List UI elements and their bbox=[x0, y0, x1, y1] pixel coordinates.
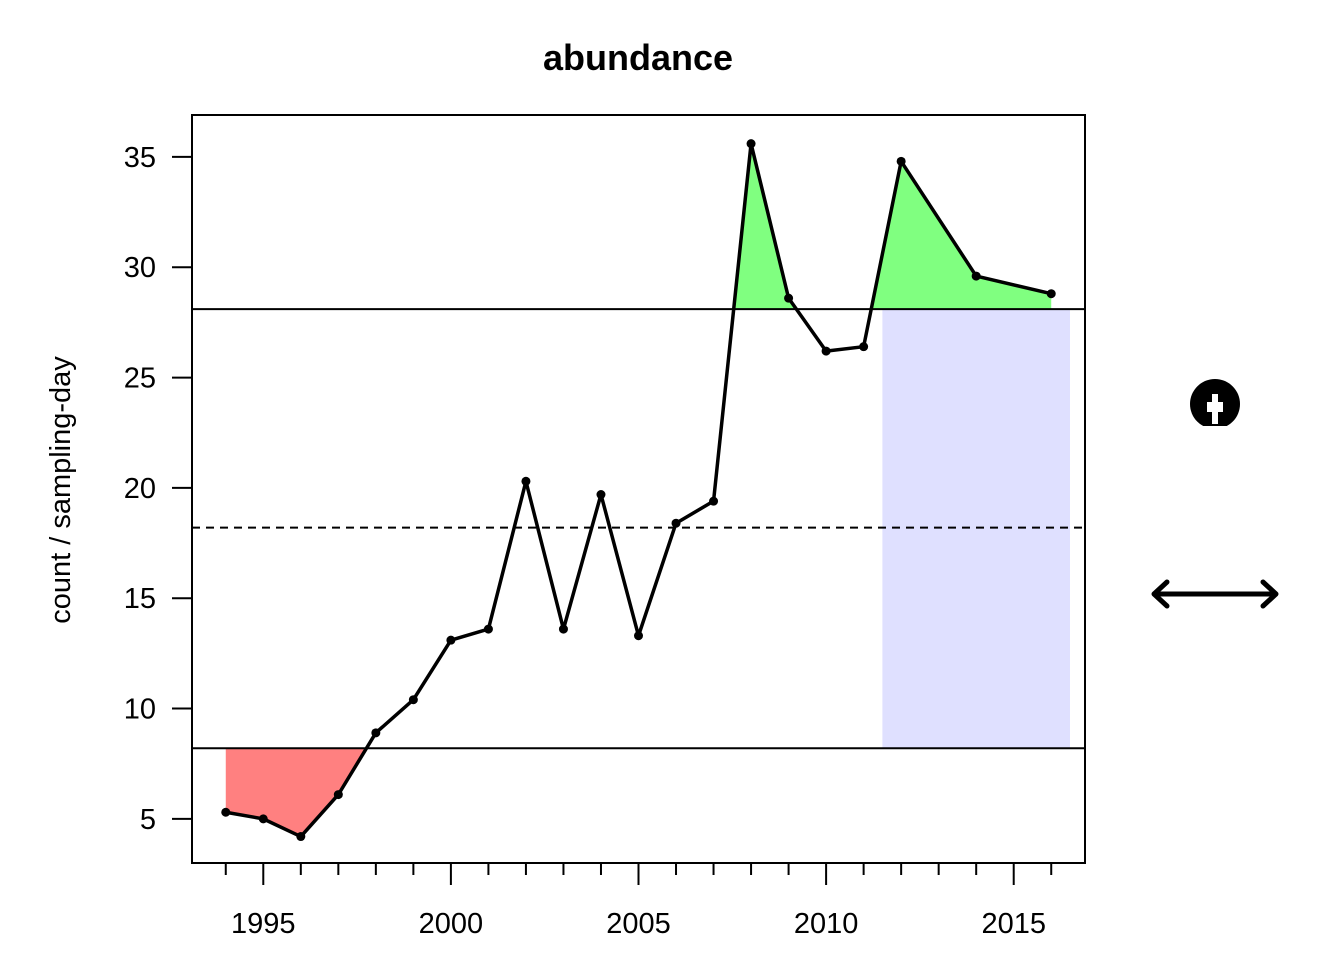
data-point bbox=[221, 807, 231, 817]
y-tick-label: 25 bbox=[124, 363, 156, 395]
data-point bbox=[859, 342, 869, 352]
y-axis-label: count / sampling-day bbox=[45, 356, 77, 624]
above-threshold-fill-1 bbox=[871, 161, 1052, 310]
data-point bbox=[371, 728, 381, 738]
data-point bbox=[596, 490, 606, 500]
highlight-band-layer bbox=[882, 309, 1070, 749]
data-point bbox=[896, 156, 906, 166]
data-point bbox=[634, 631, 643, 641]
chart-title: abundance bbox=[543, 37, 733, 78]
y-tick-label: 20 bbox=[124, 473, 156, 505]
data-point bbox=[483, 624, 493, 634]
reference-lines-layer bbox=[192, 308, 1085, 750]
data-point bbox=[709, 496, 719, 506]
series-layer bbox=[221, 139, 1056, 842]
data-point bbox=[296, 832, 306, 842]
x-tick-label: 2000 bbox=[419, 908, 484, 940]
double-arrow-icon[interactable] bbox=[1151, 579, 1279, 609]
data-point bbox=[521, 476, 531, 486]
x-tick-label: 1995 bbox=[231, 908, 296, 940]
highlight-band bbox=[882, 309, 1070, 749]
y-axis: 5 10 15 20 25 30 35 bbox=[124, 142, 192, 836]
data-point bbox=[258, 814, 268, 824]
y-tick-label: 35 bbox=[124, 142, 156, 174]
data-point bbox=[821, 346, 831, 356]
data-point bbox=[671, 518, 681, 528]
y-tick-label: 10 bbox=[124, 694, 156, 726]
data-point bbox=[408, 695, 418, 705]
y-tick-label: 30 bbox=[124, 252, 156, 284]
x-tick-label: 2005 bbox=[606, 908, 671, 940]
thumbs-down-icon[interactable] bbox=[1190, 379, 1240, 434]
x-axis: 1995 2000 2005 2010 2015 bbox=[224, 863, 1053, 940]
data-point bbox=[784, 293, 794, 303]
y-tick-label: 5 bbox=[140, 804, 156, 836]
data-point bbox=[746, 139, 756, 149]
data-point bbox=[446, 635, 456, 645]
x-tick-label: 2015 bbox=[981, 908, 1046, 940]
below-threshold-fill-0 bbox=[225, 748, 367, 837]
data-point bbox=[971, 271, 981, 281]
data-point bbox=[1046, 289, 1056, 299]
data-point bbox=[333, 790, 343, 800]
data-point bbox=[558, 624, 568, 634]
y-tick-label: 15 bbox=[124, 583, 156, 615]
x-tick-label: 2010 bbox=[794, 908, 859, 940]
